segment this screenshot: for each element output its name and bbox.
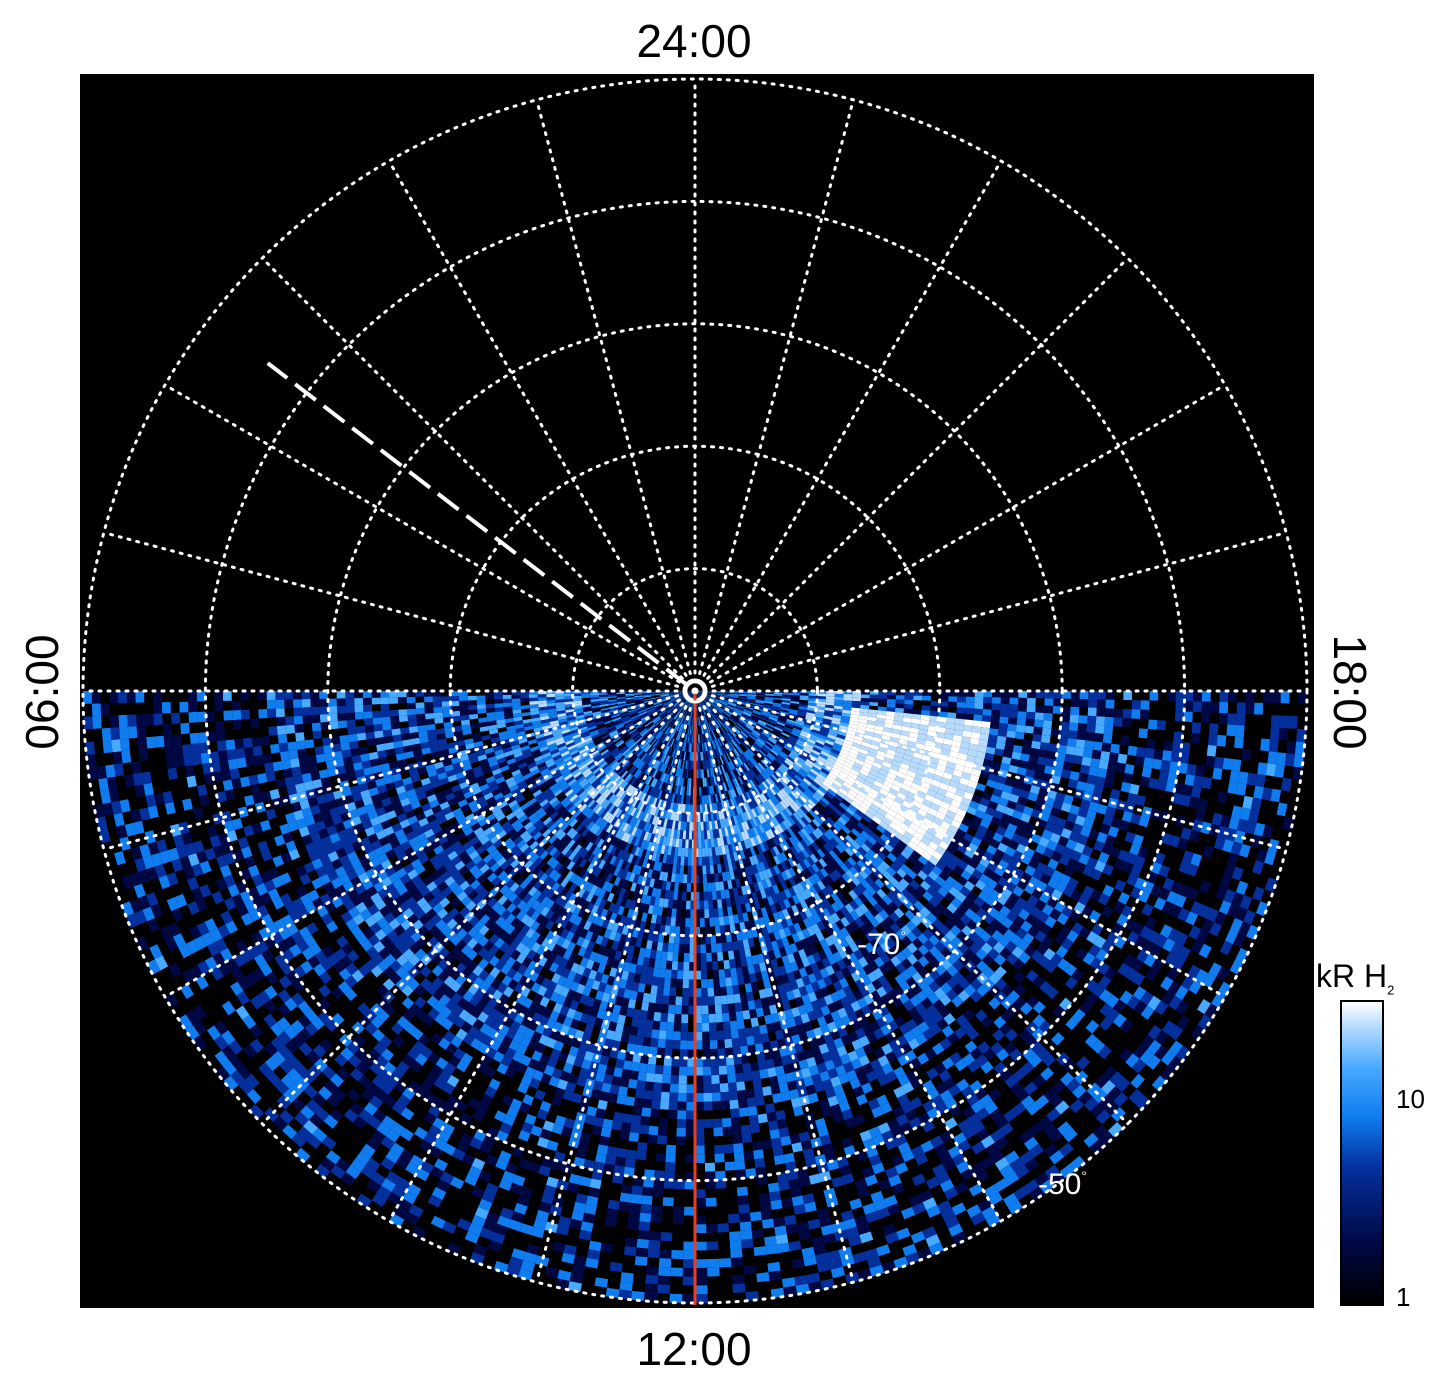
- meridian-lt-11: [535, 689, 697, 1284]
- meridian-lt-23: [693, 98, 855, 693]
- meridian-lt-15: [693, 689, 1130, 1126]
- latitude-circle-50: [203, 199, 1187, 1183]
- meridian-lt-2: [387, 159, 697, 693]
- meridian-lt-13: [693, 689, 855, 1284]
- emission-field: [83, 691, 1307, 1303]
- local-time-label-12: 12:00: [636, 1323, 752, 1375]
- meridian-lt-7: [102, 689, 697, 851]
- colorbar-title: kR H2: [1316, 958, 1395, 998]
- meridian-lt-5: [102, 531, 697, 693]
- meridian-lt-3: [260, 256, 697, 693]
- meridian-lt-9: [260, 689, 697, 1126]
- meridian-lt-17: [693, 689, 1288, 851]
- polar-plot: [81, 77, 1309, 1305]
- local-time-label-18: 18:00: [1324, 634, 1376, 750]
- latitude-label-50: -50°: [1038, 1168, 1087, 1201]
- colorbar-tick-10: 10: [1396, 1084, 1425, 1114]
- meridian-lt-16: [693, 689, 1227, 999]
- meridian-lt-1: [535, 98, 697, 693]
- local-time-label-24: 24:00: [636, 15, 752, 67]
- latitude-circle-40: [81, 77, 1309, 1305]
- dashed-meridian-overlay: [266, 361, 689, 687]
- meridian-lt-8: [163, 689, 697, 999]
- meridian-lt-14: [693, 689, 1003, 1223]
- pole-marker-icon: [682, 678, 708, 704]
- colorbar-tick-1: 1: [1396, 1282, 1411, 1312]
- meridian-lt-20: [693, 383, 1227, 693]
- polar-plot-frame: [80, 74, 1314, 1308]
- meridian-lt-10: [387, 689, 697, 1223]
- meridian-lt-19: [693, 531, 1288, 693]
- meridian-lt-4: [163, 383, 697, 693]
- pole-marker-dot: [692, 688, 698, 694]
- colorbar: [1340, 1000, 1384, 1306]
- latitude-label-70: -70°: [857, 928, 906, 961]
- local-time-label-06: 06:00: [16, 634, 68, 750]
- meridian-lt-22: [693, 159, 1003, 693]
- meridian-lt-21: [693, 256, 1130, 693]
